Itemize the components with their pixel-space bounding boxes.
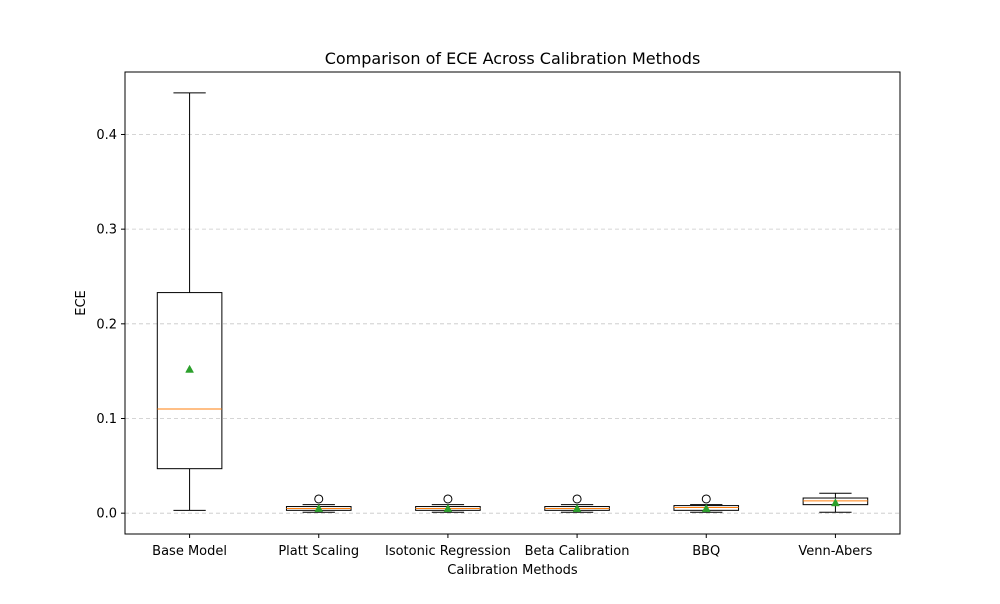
box-body — [156, 292, 223, 470]
x-tick-label: Platt Scaling — [278, 544, 359, 559]
chart-title: Comparison of ECE Across Calibration Met… — [325, 49, 701, 68]
box-group — [415, 494, 481, 513]
mean-marker — [314, 503, 324, 512]
outlier-point — [572, 494, 582, 504]
x-tick-label: Beta Calibration — [525, 544, 630, 559]
box-group — [673, 494, 740, 513]
x-tick-label: Isotonic Regression — [385, 544, 511, 559]
box-group — [544, 494, 610, 513]
mean-marker — [185, 364, 195, 373]
outlier-point — [443, 494, 453, 504]
y-tick-label: 0.4 — [96, 128, 117, 143]
y-tick-label: 0.1 — [96, 412, 117, 427]
x-tick-label: BBQ — [692, 544, 720, 559]
mean-marker — [572, 503, 582, 512]
plot-frame — [124, 71, 901, 535]
box-group — [156, 92, 223, 511]
x-tick-label: Venn-Abers — [798, 544, 872, 559]
mean-marker — [443, 503, 453, 512]
mean-marker — [701, 503, 711, 512]
box-group — [802, 492, 869, 513]
gridlines — [125, 134, 900, 514]
outlier-point — [701, 494, 711, 504]
y-axis-ticks: 0.0 0.1 0.2 0.3 0.4 — [96, 128, 125, 522]
y-tick-label: 0.3 — [96, 223, 117, 238]
mean-marker — [830, 498, 840, 507]
y-axis-label: ECE — [74, 290, 89, 316]
x-axis-ticks: Base Model Platt Scaling Isotonic Regressi… — [152, 534, 873, 559]
boxes — [156, 92, 869, 513]
x-tick-label: Base Model — [152, 544, 227, 559]
y-tick-label: 0.2 — [96, 317, 117, 332]
y-tick-label: 0.0 — [96, 507, 117, 522]
box-group — [285, 494, 352, 513]
outlier-point — [314, 494, 324, 504]
x-axis-label: Calibration Methods — [447, 563, 578, 578]
